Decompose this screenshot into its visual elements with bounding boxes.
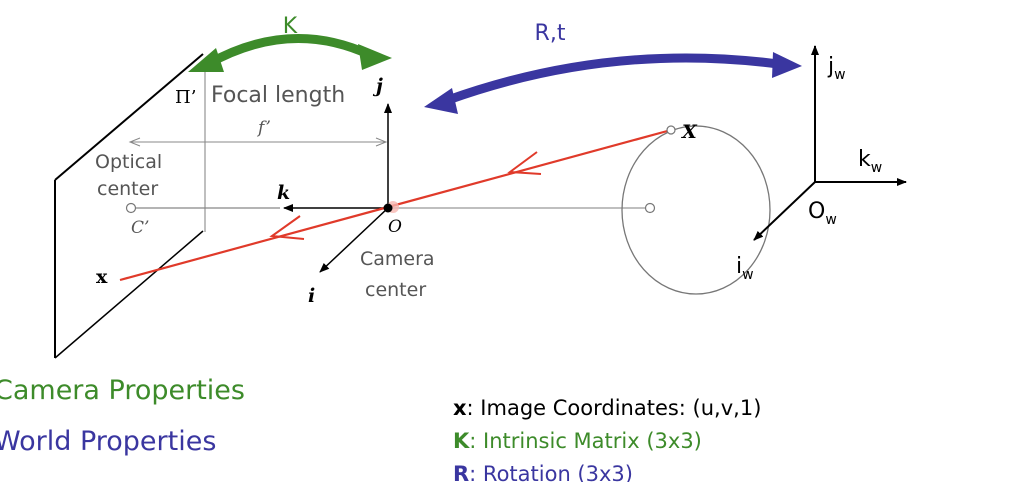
image-plane-top-edge [54, 53, 204, 181]
camera-axis-k-label: k [277, 182, 290, 204]
optical-axis-end-point [644, 202, 656, 214]
intrinsic-arc [205, 34, 372, 68]
note-R: R: Rotation (3x3) [453, 458, 1022, 482]
camera-center-O-label: O [388, 217, 402, 237]
intrinsic-arrowhead-left [188, 48, 224, 72]
legend-camera-properties: Camera Properties [0, 375, 245, 406]
note-K-symbol: K [453, 429, 470, 453]
world-axis-kw-label: kw [858, 147, 882, 176]
world-axis-iw [753, 181, 816, 241]
intrinsic-arrowhead-right [358, 44, 392, 70]
note-x-text: : Image Coordinates: (u,v,1) [466, 396, 762, 420]
focal-arrow-left [128, 137, 141, 147]
intrinsic-label-K: K [283, 14, 298, 39]
optical-center-point [125, 202, 137, 214]
camera-axis-i [319, 207, 389, 273]
note-K: K: Intrinsic Matrix (3x3) [453, 425, 1022, 458]
world-axis-iw-label: iw [736, 254, 754, 283]
notation-notes: x: Image Coordinates: (u,v,1) K: Intrins… [453, 392, 1022, 482]
extrinsic-arc [446, 53, 779, 105]
world-axis-jw-label: jw [827, 54, 846, 83]
note-R-text: : Rotation (3x3) [469, 462, 633, 482]
scene-ellipse [621, 125, 771, 295]
camera-center-point [383, 203, 393, 213]
camera-center-label-2: center [365, 279, 426, 301]
extrinsic-arrowhead-left [424, 88, 458, 114]
world-point-X-label: X [681, 121, 698, 143]
note-x: x: Image Coordinates: (u,v,1) [453, 392, 1022, 425]
ray-arrow-left [269, 215, 305, 240]
focal-f-prime-label: f’ [256, 118, 271, 138]
note-K-text: : Intrinsic Matrix (3x3) [469, 429, 702, 453]
world-origin-Ow-label: Ow [808, 199, 837, 228]
focal-length-label: Focal length [211, 83, 345, 108]
image-plane-bottom-edge [54, 230, 204, 359]
ray-arrow-right [507, 151, 542, 175]
note-R-symbol: R [453, 462, 470, 482]
plane-label-pi: Π’ [175, 87, 196, 108]
optical-center-label-2: center [97, 178, 158, 200]
image-point-x-label: x [96, 266, 108, 288]
note-x-symbol: x [453, 396, 467, 420]
optical-center-label-1: Optical [95, 151, 162, 173]
optical-center-C-prime: C’ [131, 218, 149, 238]
extrinsic-label-Rt: R,t [535, 21, 566, 46]
camera-axis-i-label: i [308, 285, 315, 307]
legend-world-properties: World Properties [0, 426, 217, 457]
camera-axis-j-label: j [372, 75, 383, 97]
camera-center-label-1: Camera [360, 248, 435, 270]
world-point-X [666, 125, 676, 135]
extrinsic-arrowhead-right [772, 52, 802, 78]
focal-arrow-right [375, 137, 388, 147]
